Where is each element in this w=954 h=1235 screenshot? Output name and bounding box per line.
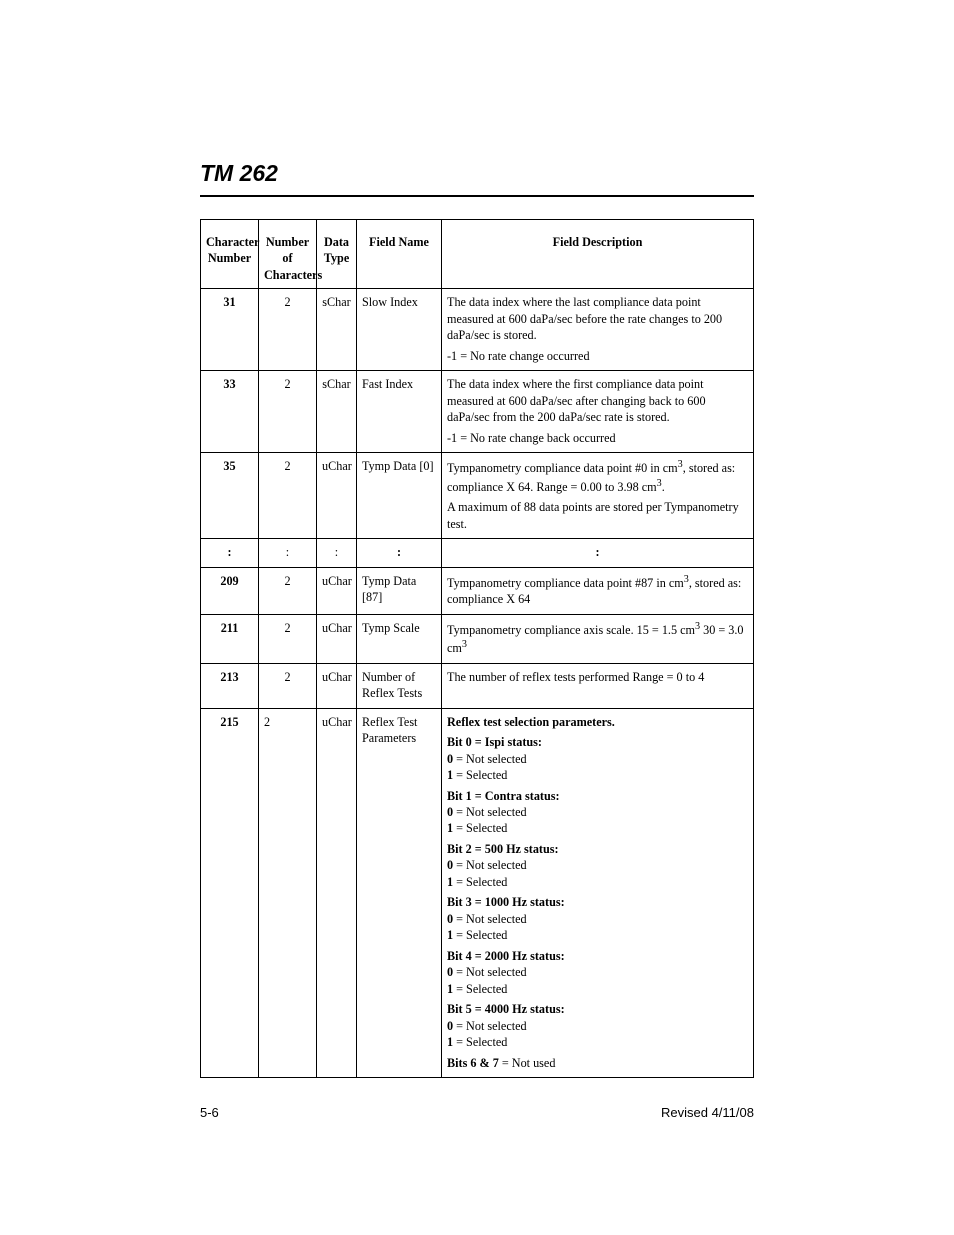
cell-num-characters: 2 (259, 371, 317, 453)
cell-data-type: sChar (317, 289, 357, 371)
cell-char-number: : (201, 539, 259, 567)
cell-num-characters: 2 (259, 663, 317, 708)
table-row: 2112uCharTymp ScaleTympanometry complian… (201, 614, 754, 663)
cell-num-characters: 2 (259, 708, 317, 1077)
column-header: CharacterNumber (201, 220, 259, 289)
cell-char-number: 215 (201, 708, 259, 1077)
cell-field-name: Tymp Data [0] (357, 453, 442, 539)
document-page: TM 262 CharacterNumberNumber ofCharacter… (0, 0, 954, 1235)
cell-field-description: : (442, 539, 754, 567)
table-header: CharacterNumberNumber ofCharactersDataTy… (201, 220, 754, 289)
column-header: Number ofCharacters (259, 220, 317, 289)
cell-num-characters: : (259, 539, 317, 567)
footer-left: 5-6 (200, 1105, 219, 1120)
footer-right: Revised 4/11/08 (661, 1105, 754, 1120)
cell-field-description: Tympanometry compliance axis scale. 15 =… (442, 614, 754, 663)
table-row: 2092uCharTymp Data [87]Tympanometry comp… (201, 567, 754, 614)
column-header: DataType (317, 220, 357, 289)
cell-data-type: sChar (317, 371, 357, 453)
cell-char-number: 31 (201, 289, 259, 371)
table-row: 2152uCharReflex Test ParametersReflex te… (201, 708, 754, 1077)
cell-field-description: The data index where the first complianc… (442, 371, 754, 453)
cell-char-number: 213 (201, 663, 259, 708)
cell-data-type: uChar (317, 567, 357, 614)
cell-field-description: Tympanometry compliance data point #0 in… (442, 453, 754, 539)
column-header: Field Name (357, 220, 442, 289)
cell-char-number: 33 (201, 371, 259, 453)
table-row: 312sCharSlow IndexThe data index where t… (201, 289, 754, 371)
data-table: CharacterNumberNumber ofCharactersDataTy… (200, 219, 754, 1078)
page-footer: 5-6 Revised 4/11/08 (200, 1105, 754, 1120)
title-rule (200, 195, 754, 197)
page-title: TM 262 (200, 160, 754, 187)
table-row: 352uCharTymp Data [0]Tympanometry compli… (201, 453, 754, 539)
cell-char-number: 211 (201, 614, 259, 663)
cell-field-name: Tymp Data [87] (357, 567, 442, 614)
cell-data-type: uChar (317, 614, 357, 663)
cell-field-description: The number of reflex tests performed Ran… (442, 663, 754, 708)
cell-field-name: Number of Reflex Tests (357, 663, 442, 708)
cell-data-type: uChar (317, 453, 357, 539)
cell-field-name: Slow Index (357, 289, 442, 371)
cell-field-description: Reflex test selection parameters.Bit 0 =… (442, 708, 754, 1077)
cell-num-characters: 2 (259, 567, 317, 614)
cell-field-name: Tymp Scale (357, 614, 442, 663)
table-row: ::::: (201, 539, 754, 567)
cell-num-characters: 2 (259, 614, 317, 663)
cell-field-name: Fast Index (357, 371, 442, 453)
cell-field-description: The data index where the last compliance… (442, 289, 754, 371)
cell-data-type: uChar (317, 663, 357, 708)
cell-data-type: uChar (317, 708, 357, 1077)
table-row: 2132uCharNumber of Reflex TestsThe numbe… (201, 663, 754, 708)
cell-data-type: : (317, 539, 357, 567)
cell-num-characters: 2 (259, 289, 317, 371)
cell-char-number: 35 (201, 453, 259, 539)
cell-char-number: 209 (201, 567, 259, 614)
cell-field-name: Reflex Test Parameters (357, 708, 442, 1077)
cell-field-name: : (357, 539, 442, 567)
cell-num-characters: 2 (259, 453, 317, 539)
table-body: 312sCharSlow IndexThe data index where t… (201, 289, 754, 1078)
column-header: Field Description (442, 220, 754, 289)
cell-field-description: Tympanometry compliance data point #87 i… (442, 567, 754, 614)
table-row: 332sCharFast IndexThe data index where t… (201, 371, 754, 453)
